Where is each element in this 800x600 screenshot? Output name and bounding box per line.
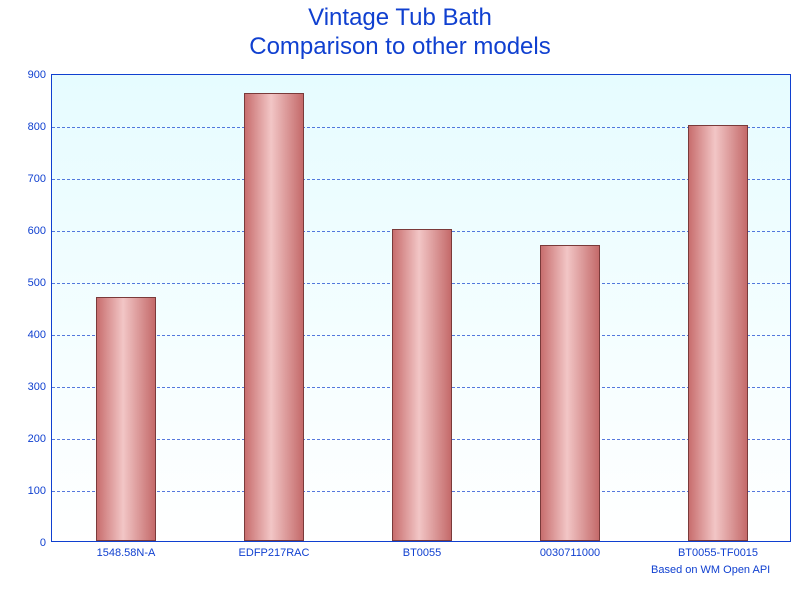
x-tick-label: BT0055-TF0015 [678, 547, 758, 559]
gridline [52, 127, 790, 128]
y-tick-label: 400 [28, 329, 46, 341]
x-tick-label: EDFP217RAC [239, 547, 310, 559]
y-tick-label: 300 [28, 381, 46, 393]
chart-title-line2: Comparison to other models [0, 33, 800, 62]
y-tick-label: 500 [28, 277, 46, 289]
y-tick-label: 600 [28, 225, 46, 237]
y-tick-label: 800 [28, 121, 46, 133]
x-tick-label: 1548.58N-A [97, 547, 156, 559]
gridline [52, 179, 790, 180]
bar [540, 245, 599, 541]
y-tick-label: 900 [28, 69, 46, 81]
bar [688, 125, 747, 541]
y-tick-label: 0 [40, 537, 46, 549]
bar [392, 229, 451, 541]
y-tick-label: 200 [28, 433, 46, 445]
y-tick-label: 700 [28, 173, 46, 185]
attribution-text: Based on WM Open API [651, 564, 770, 576]
chart-title-line1: Vintage Tub Bath [0, 4, 800, 33]
y-tick-label: 100 [28, 485, 46, 497]
chart-title: Vintage Tub Bath Comparison to other mod… [0, 0, 800, 62]
x-tick-label: BT0055 [403, 547, 442, 559]
bar [244, 93, 303, 541]
bar [96, 297, 155, 541]
plot-area: 01002003004005006007008009001548.58N-AED… [51, 74, 791, 542]
x-tick-label: 0030711000 [540, 547, 600, 559]
